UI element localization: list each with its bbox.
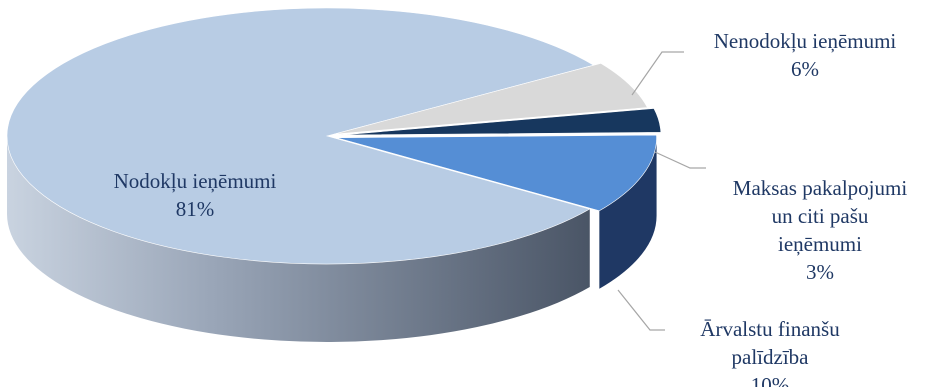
slice-1 <box>334 62 648 135</box>
slice-2 <box>340 108 662 136</box>
slice-side-0 <box>7 136 590 342</box>
leader-lines <box>617 51 706 331</box>
slice-side-3 <box>599 137 657 289</box>
leader-line-1 <box>631 51 684 96</box>
leader-line-2 <box>654 151 706 169</box>
leader-line-3 <box>617 289 665 331</box>
slice-3 <box>336 134 657 212</box>
data-label-3: Ārvalstu finanšu palīdzība 10% <box>700 317 840 387</box>
data-labels: Nodokļu ieņēmumi 81% Nenodokļu ieņēmumi 6% M… <box>114 29 908 387</box>
data-label-0: Nodokļu ieņēmumi 81% <box>114 169 277 221</box>
data-label-2: Maksas pakalpojumi un citi pašu ieņēmumi 3% <box>733 176 908 284</box>
slice-0 <box>6 7 595 265</box>
pie-slices <box>6 7 662 265</box>
data-label-1: Nenodokļu ieņēmumi 6% <box>714 29 897 81</box>
pie-sides <box>7 136 657 342</box>
